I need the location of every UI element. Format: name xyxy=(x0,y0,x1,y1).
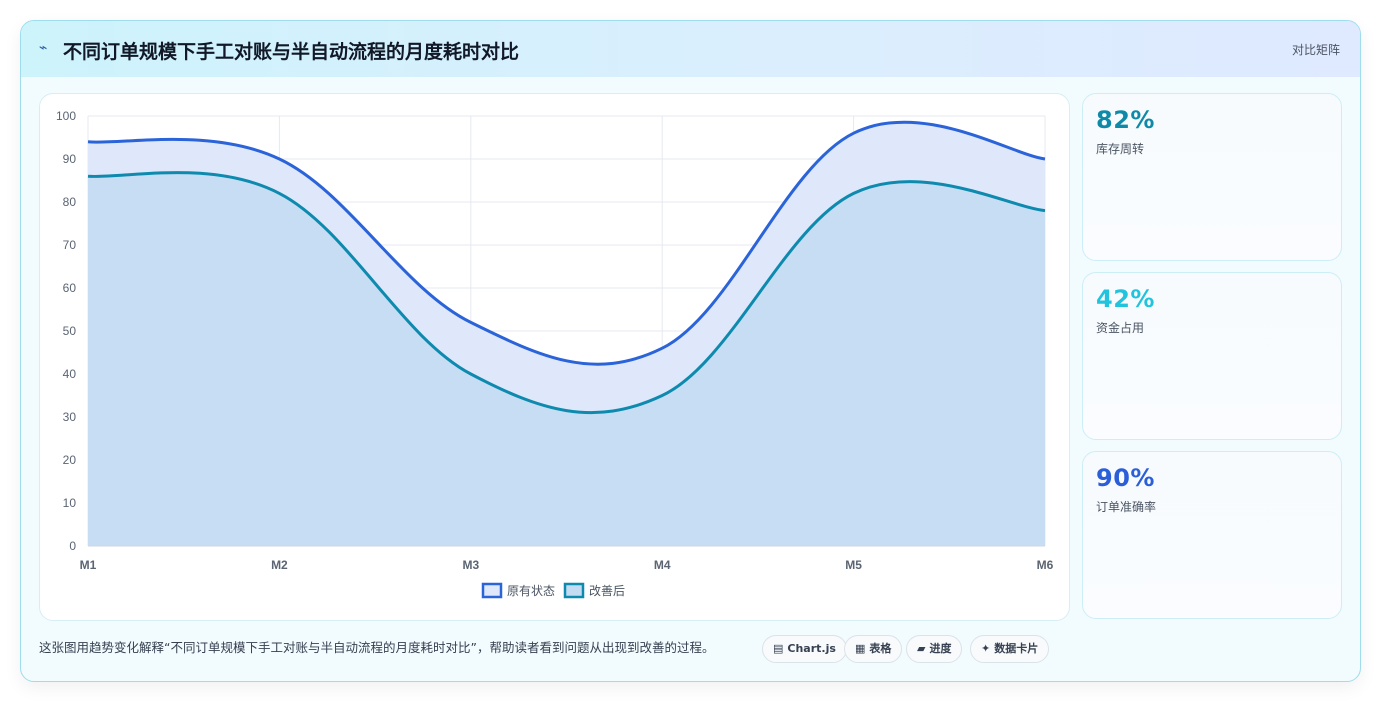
pill-label: 表格 xyxy=(869,642,892,655)
kpi-value: 90% xyxy=(1096,464,1155,492)
kpi-label: 资金占用 xyxy=(1096,321,1145,335)
y-tick-label: 40 xyxy=(63,367,77,381)
legend-label: 原有状态 xyxy=(507,584,555,598)
card-header: ⌁ 不同订单规模下手工对账与半自动流程的月度耗时对比 对比矩阵 xyxy=(21,21,1360,77)
chart-icon: ▤ xyxy=(773,642,784,655)
chart-panel: 0 10 20 30 40 50 60 70 80 90 100 M1 M2 M3 M4 M5 M6 原有状态 改善… xyxy=(39,93,1070,621)
pill-progress[interactable]: ▰ 进度 xyxy=(906,635,963,663)
series-area-1 xyxy=(88,172,1045,546)
y-tick-label: 100 xyxy=(56,109,76,123)
y-tick-label: 10 xyxy=(63,496,77,510)
wave-icon: ⌁ xyxy=(39,40,48,56)
sparkle-icon: ✦ xyxy=(981,642,991,655)
x-tick-label: M6 xyxy=(1037,558,1054,572)
area-chart: 0 10 20 30 40 50 60 70 80 90 100 M1 M2 M3 M4 M5 M6 原有状态 改善… xyxy=(56,109,1054,599)
y-tick-label: 90 xyxy=(63,152,77,166)
x-tick-label: M3 xyxy=(462,558,479,572)
y-tick-label: 30 xyxy=(63,410,77,424)
y-tick-label: 20 xyxy=(63,453,77,467)
kpi-value: 42% xyxy=(1096,285,1155,313)
y-tick-label: 60 xyxy=(63,281,77,295)
pill-chartjs[interactable]: ▤ Chart.js xyxy=(762,635,847,663)
x-tick-label: M2 xyxy=(271,558,288,572)
legend-label: 改善后 xyxy=(589,583,625,598)
y-tick-label: 0 xyxy=(69,539,76,553)
kpi-value: 82% xyxy=(1096,106,1155,134)
pill-data-card[interactable]: ✦ 数据卡片 xyxy=(970,635,1050,663)
chart-card: ⌁ 不同订单规模下手工对账与半自动流程的月度耗时对比 对比矩阵 0 10 20 30 4… xyxy=(20,20,1361,682)
series-line-1 xyxy=(87,171,1046,414)
series-line-0 xyxy=(87,120,1046,366)
y-tick-label: 80 xyxy=(63,195,77,209)
legend-swatch xyxy=(563,582,585,599)
pill-label: 数据卡片 xyxy=(994,642,1039,655)
pill-table[interactable]: ▦ 表格 xyxy=(844,635,903,663)
pill-label: Chart.js xyxy=(787,642,836,655)
kpi-card-inventory-turnover: 82% 库存周转 xyxy=(1082,93,1342,261)
y-tick-label: 50 xyxy=(63,324,77,338)
x-tick-label: M5 xyxy=(845,558,862,572)
kpi-label: 库存周转 xyxy=(1096,142,1145,156)
matrix-tag[interactable]: 对比矩阵 xyxy=(1291,43,1340,57)
kpi-card-capital-occupancy: 42% 资金占用 xyxy=(1082,272,1342,440)
x-tick-label: M1 xyxy=(80,558,97,572)
y-tick-label: 70 xyxy=(63,238,77,252)
legend-swatch xyxy=(481,582,503,599)
kpi-label: 订单准确率 xyxy=(1096,500,1157,514)
pill-label: 进度 xyxy=(929,642,952,655)
table-icon: ▦ xyxy=(855,642,866,655)
progress-icon: ▰ xyxy=(917,642,926,655)
kpi-card-order-accuracy: 90% 订单准确率 xyxy=(1082,451,1342,619)
page-title: 不同订单规模下手工对账与半自动流程的月度耗时对比 xyxy=(63,41,520,63)
chart-description: 这张图用趋势变化解释“不同订单规模下手工对账与半自动流程的月度耗时对比”，帮助读… xyxy=(39,640,715,655)
x-tick-label: M4 xyxy=(654,558,671,572)
